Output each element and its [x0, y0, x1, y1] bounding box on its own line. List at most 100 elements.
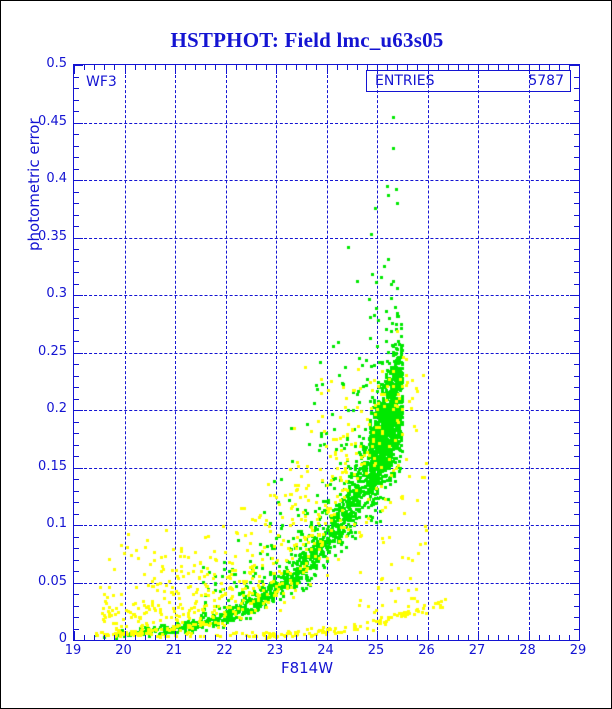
y-tick-minor-right	[574, 157, 579, 158]
y-tick-minor-right	[574, 146, 579, 147]
x-tick-minor-top	[458, 65, 459, 70]
y-tick-label: 0.35	[38, 228, 67, 244]
x-tick-minor-top	[549, 65, 550, 70]
x-tick-major	[529, 631, 530, 640]
x-tick-minor	[135, 635, 136, 640]
x-tick-minor	[84, 635, 85, 640]
x-tick-minor	[205, 635, 206, 640]
y-tick-minor-right	[574, 617, 579, 618]
y-tick-minor	[74, 157, 79, 158]
x-tick-minor	[549, 635, 550, 640]
x-tick-minor-top	[246, 65, 247, 70]
x-tick-minor-top	[559, 65, 560, 70]
x-tick-minor-top	[145, 65, 146, 70]
x-tick-minor-top	[266, 65, 267, 70]
x-tick-minor-top	[498, 65, 499, 70]
x-tick-minor-top	[407, 65, 408, 70]
y-tick-label: 0.25	[38, 343, 67, 359]
x-tick-minor-top	[185, 65, 186, 70]
y-tick-minor-right	[574, 318, 579, 319]
statistics-box: ENTRIES 5787	[366, 70, 571, 92]
y-tick-major	[74, 238, 83, 239]
y-tick-minor-right	[574, 364, 579, 365]
x-tick-minor	[357, 635, 358, 640]
x-tick-minor-top	[104, 65, 105, 70]
y-tick-minor-right	[574, 433, 579, 434]
x-tick-label: 28	[519, 643, 536, 658]
x-tick-minor	[185, 635, 186, 640]
x-tick-minor-top	[468, 65, 469, 70]
y-tick-major	[74, 180, 83, 181]
x-tick-minor	[559, 635, 560, 640]
y-tick-minor-right	[574, 491, 579, 492]
x-tick-label: 29	[569, 643, 587, 658]
y-tick-label: 0.2	[46, 401, 67, 416]
x-tick-minor	[104, 635, 105, 640]
x-tick-minor-top	[165, 65, 166, 70]
y-tick-minor	[74, 629, 79, 630]
x-tick-label: 27	[468, 643, 486, 658]
x-tick-minor-top	[347, 65, 348, 70]
x-tick-minor-top	[195, 65, 196, 70]
y-tick-minor	[74, 203, 79, 204]
x-tick-major	[579, 631, 580, 640]
y-tick-major-right	[570, 468, 579, 469]
y-tick-minor	[74, 594, 79, 595]
x-tick-minor	[508, 635, 509, 640]
x-tick-major	[377, 631, 378, 640]
y-tick-minor-right	[574, 203, 579, 204]
x-tick-minor-top	[518, 65, 519, 70]
y-tick-major	[74, 410, 83, 411]
x-tick-label: 24	[317, 643, 334, 658]
y-tick-minor-right	[574, 330, 579, 331]
x-tick-minor	[569, 635, 570, 640]
y-tick-minor	[74, 606, 79, 607]
x-tick-minor-top	[367, 65, 368, 70]
scatter-canvas	[74, 65, 579, 640]
x-tick-major	[478, 631, 479, 640]
x-tick-minor	[498, 635, 499, 640]
y-tick-minor-right	[574, 192, 579, 193]
x-tick-minor	[316, 635, 317, 640]
x-tick-minor	[155, 635, 156, 640]
x-tick-major-top	[529, 65, 530, 74]
x-tick-minor-top	[306, 65, 307, 70]
x-tick-label: 23	[266, 643, 284, 658]
y-tick-minor-right	[574, 226, 579, 227]
x-tick-minor	[296, 635, 297, 640]
y-tick-major	[74, 123, 83, 124]
x-tick-minor	[468, 635, 469, 640]
y-tick-minor	[74, 111, 79, 112]
y-tick-minor	[74, 560, 79, 561]
y-tick-minor	[74, 502, 79, 503]
x-tick-minor	[246, 635, 247, 640]
x-tick-minor	[438, 635, 439, 640]
y-tick-minor	[74, 192, 79, 193]
x-tick-minor	[518, 635, 519, 640]
y-tick-minor-right	[574, 502, 579, 503]
x-tick-major-top	[276, 65, 277, 74]
x-tick-minor-top	[488, 65, 489, 70]
x-tick-label: 21	[165, 643, 183, 658]
y-tick-minor-right	[574, 261, 579, 262]
x-tick-minor-top	[337, 65, 338, 70]
x-tick-minor-top	[438, 65, 439, 70]
y-tick-minor-right	[574, 445, 579, 446]
y-tick-minor-right	[574, 88, 579, 89]
y-tick-minor	[74, 284, 79, 285]
x-tick-major-top	[226, 65, 227, 74]
y-tick-minor	[74, 433, 79, 434]
x-tick-minor-top	[155, 65, 156, 70]
y-tick-minor	[74, 571, 79, 572]
y-tick-minor-right	[574, 560, 579, 561]
y-tick-minor	[74, 318, 79, 319]
x-tick-major	[276, 631, 277, 640]
y-tick-minor	[74, 376, 79, 377]
y-tick-major-right	[570, 640, 579, 641]
y-tick-minor	[74, 479, 79, 480]
x-tick-minor	[195, 635, 196, 640]
y-tick-major-right	[570, 295, 579, 296]
x-tick-minor	[458, 635, 459, 640]
x-tick-major-top	[428, 65, 429, 74]
y-tick-label: 0.05	[38, 573, 67, 589]
